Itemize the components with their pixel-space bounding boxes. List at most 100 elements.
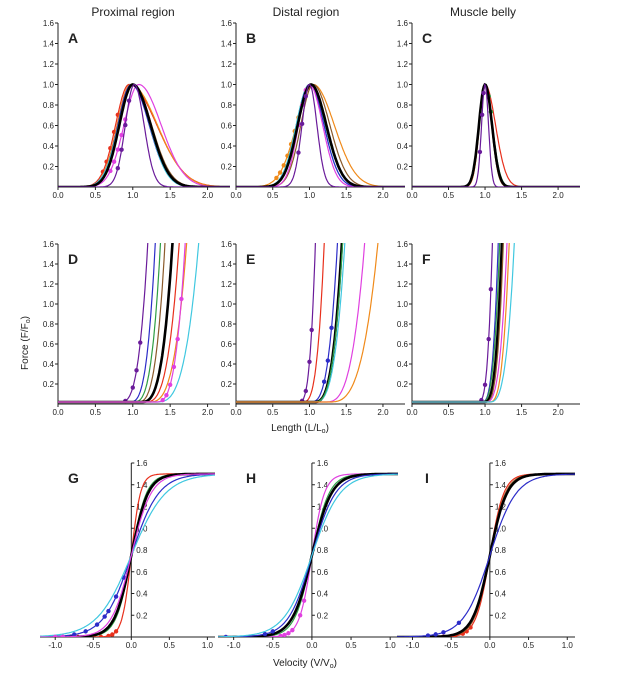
x-tick-label: -1.0 bbox=[48, 641, 62, 650]
series-line bbox=[58, 243, 149, 403]
panel-e: 0.0 0.5 1.0 1.5 2.0 0.2 0.4 0.6 0.8 1.0 1.2 1.4 1.6 E bbox=[221, 240, 405, 417]
series-line bbox=[40, 473, 215, 637]
y-tick-label: 1.2 bbox=[397, 280, 409, 289]
y-tick-label: 1.4 bbox=[317, 481, 329, 490]
data-point bbox=[111, 159, 117, 164]
x-tick-label: 0.5 bbox=[267, 408, 279, 417]
data-point bbox=[115, 147, 121, 152]
x-tick-label: 2.0 bbox=[553, 191, 565, 200]
series-line bbox=[397, 473, 575, 637]
series-line bbox=[412, 83, 580, 187]
y-tick-label: 0.6 bbox=[136, 568, 148, 577]
series-group bbox=[236, 83, 405, 187]
y-tick-label: 1.6 bbox=[317, 459, 329, 468]
column-title-distal: Distal region bbox=[273, 5, 340, 19]
y-tick-label: 0.4 bbox=[43, 360, 55, 369]
data-point bbox=[171, 364, 177, 370]
x-tick-label: 0.0 bbox=[230, 191, 242, 200]
series-line bbox=[236, 243, 346, 403]
series-line bbox=[236, 243, 366, 403]
y-tick-label: 0.6 bbox=[495, 568, 507, 577]
series-line bbox=[58, 243, 200, 403]
data-point bbox=[441, 630, 446, 635]
x-tick-label: -1.0 bbox=[406, 641, 420, 650]
x-tick-label: 0.5 bbox=[267, 191, 279, 200]
x-tick-label: 0.0 bbox=[52, 408, 64, 417]
x-tick-label: 1.5 bbox=[341, 191, 353, 200]
data-point bbox=[282, 632, 287, 637]
x-axis-title-length: Length (L/Lo) bbox=[271, 423, 329, 435]
y-tick-label: 1.2 bbox=[397, 60, 409, 69]
y-tick-label: 1.6 bbox=[136, 459, 148, 468]
y-tick-label: 1.0 bbox=[397, 81, 409, 90]
data-point bbox=[433, 632, 438, 637]
series-line bbox=[58, 243, 174, 404]
y-tick-label: 1.0 bbox=[43, 300, 55, 309]
y-tick-label: 0.8 bbox=[43, 320, 55, 329]
y-tick-label: 0.4 bbox=[136, 590, 148, 599]
series-group bbox=[58, 243, 200, 404]
series-line bbox=[236, 243, 344, 403]
x-tick-label: 0.5 bbox=[164, 641, 176, 650]
column-title-belly: Muscle belly bbox=[450, 5, 516, 19]
panel-h: -1.0 -0.5 0.0 0.5 1.0 0.2 0.4 0.6 0.8 1.0 1.2 1.4 1.… bbox=[218, 459, 398, 650]
series-line bbox=[58, 243, 162, 403]
y-tick-label: 0.8 bbox=[136, 546, 148, 555]
series-line bbox=[412, 83, 580, 187]
data-point bbox=[94, 622, 100, 627]
panel-f: 0.0 0.5 1.0 1.5 2.0 0.2 0.4 0.6 0.8 1.0 1.2 1.4 1.6 F bbox=[397, 240, 580, 417]
x-tick-label: 1.5 bbox=[165, 191, 177, 200]
series-line bbox=[58, 243, 180, 403]
data-point bbox=[72, 632, 77, 637]
y-tick-label: 0.4 bbox=[43, 142, 55, 151]
series-line bbox=[236, 83, 405, 187]
data-point bbox=[303, 93, 309, 99]
y-tick-label: 0.8 bbox=[397, 320, 409, 329]
y-tick-label: 1.0 bbox=[136, 524, 148, 533]
series-line bbox=[40, 474, 215, 637]
y-tick-label: 0.4 bbox=[317, 590, 329, 599]
y-tick-label: 1.2 bbox=[317, 503, 329, 512]
series-line bbox=[236, 243, 339, 403]
data-point bbox=[477, 149, 483, 155]
x-tick-label: 0.5 bbox=[443, 191, 455, 200]
series-line bbox=[236, 243, 325, 403]
panel-i: -1.0 -0.5 0.0 0.5 1.00.20.40.60.81.01.21.41.… bbox=[397, 459, 575, 650]
y-tick-label: 0.4 bbox=[221, 360, 233, 369]
y-tick-label: 0.8 bbox=[397, 101, 409, 110]
series-line bbox=[40, 473, 215, 637]
data-point bbox=[290, 627, 295, 633]
series-line bbox=[218, 473, 398, 637]
panel-label-h: H bbox=[246, 470, 256, 486]
panel-a: 0.0 0.5 1.0 1.5 2.0 0.2 0.4 0.6 0.8 1.0 1.2 1.4 1.6 A bbox=[43, 19, 230, 200]
y-tick-label: 0.2 bbox=[317, 611, 329, 620]
data-point bbox=[130, 385, 135, 390]
series-line bbox=[412, 82, 580, 187]
x-tick-label: 2.0 bbox=[202, 408, 214, 417]
y-tick-label: 1.4 bbox=[397, 260, 409, 269]
y-tick-label: 1.4 bbox=[136, 481, 148, 490]
y-tick-label: 0.8 bbox=[495, 546, 507, 555]
y-tick-label: 0.2 bbox=[495, 611, 507, 620]
data-point bbox=[481, 90, 486, 96]
y-tick-label: 0.8 bbox=[43, 101, 55, 110]
x-tick-label: -0.5 bbox=[86, 641, 100, 650]
data-point bbox=[456, 620, 462, 626]
data-point bbox=[321, 379, 327, 384]
y-tick-label: 0.4 bbox=[495, 590, 507, 599]
x-tick-label: 1.0 bbox=[202, 641, 214, 650]
y-tick-label: 1.0 bbox=[317, 524, 329, 533]
series-group bbox=[40, 472, 215, 637]
x-tick-label: 0.5 bbox=[90, 408, 102, 417]
x-tick-label: 2.0 bbox=[377, 408, 389, 417]
data-point bbox=[307, 359, 312, 364]
x-tick-label: 1.0 bbox=[304, 408, 316, 417]
y-tick-label: 0.2 bbox=[221, 380, 233, 389]
x-tick-label: 2.0 bbox=[553, 408, 565, 417]
data-point bbox=[299, 121, 305, 127]
data-point bbox=[479, 112, 485, 117]
data-point bbox=[270, 629, 275, 634]
data-point bbox=[102, 614, 107, 619]
y-tick-label: 1.6 bbox=[43, 19, 55, 28]
data-point bbox=[488, 287, 494, 292]
